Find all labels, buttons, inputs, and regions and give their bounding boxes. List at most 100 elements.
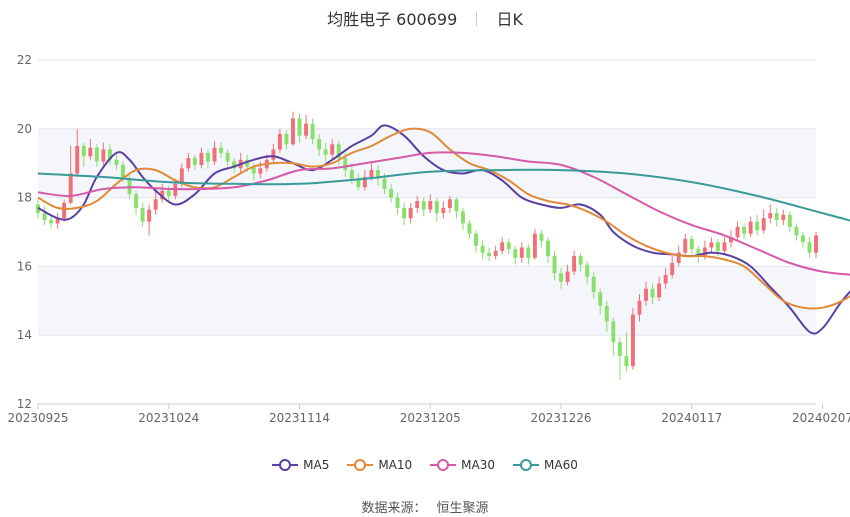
candle-body — [650, 288, 655, 298]
legend-label: MA10 — [378, 458, 413, 472]
source-label: 数据来源： — [361, 501, 427, 516]
candle-body — [310, 123, 315, 140]
candle-body — [232, 161, 237, 169]
legend-item-ma10[interactable]: MA10 — [347, 458, 412, 472]
candle-body — [591, 276, 596, 293]
candle-body — [49, 219, 54, 224]
candle-body — [395, 197, 400, 208]
candle-body — [807, 242, 812, 253]
candle-body — [676, 252, 681, 263]
candle-body — [506, 242, 511, 250]
ma-line-ma5 — [37, 124, 850, 335]
candle-body — [114, 159, 119, 165]
candle-body — [330, 144, 335, 155]
candle-body — [774, 213, 779, 220]
candle-body — [107, 149, 112, 160]
candle-body — [441, 207, 446, 214]
candle-body — [225, 152, 230, 162]
legend-marker-icon — [347, 459, 374, 471]
candle-body — [258, 168, 263, 174]
candle-body — [62, 202, 67, 219]
candle-body — [94, 147, 99, 162]
candle-body — [670, 262, 675, 275]
legend-item-ma30[interactable]: MA30 — [430, 458, 495, 472]
candle-body — [794, 226, 799, 236]
candle-body — [362, 176, 367, 188]
y-tick-label: 12 — [17, 397, 32, 411]
candle-body — [519, 247, 524, 258]
candle-body — [787, 214, 792, 227]
candle-body — [598, 292, 603, 306]
x-tick-label: 20240207 — [792, 411, 850, 425]
candle-body — [552, 256, 557, 274]
y-tick-label: 20 — [17, 122, 32, 136]
candle-body — [761, 218, 766, 231]
candle-body — [88, 147, 93, 157]
candle-body — [199, 152, 204, 165]
chart-legend: MA5 MA10 MA30 MA60 — [0, 458, 850, 472]
candle-body — [317, 139, 322, 150]
candle-body — [617, 342, 622, 356]
candle-body — [657, 283, 662, 298]
candle-body — [140, 207, 145, 222]
candle-body — [421, 201, 426, 210]
candle-body — [742, 226, 747, 234]
candle-body — [166, 190, 171, 196]
chart-title: 均胜电子 600699 日K — [0, 6, 850, 30]
candle-body — [814, 235, 818, 253]
candle-body — [722, 242, 727, 251]
legend-item-ma60[interactable]: MA60 — [513, 458, 578, 472]
candle-body — [55, 218, 60, 224]
kline-chart[interactable]: 12 14 16 18 20 22 20230925 20231024 20231114 2023… — [0, 0, 850, 440]
candle-body — [277, 133, 282, 150]
candle-body — [565, 271, 570, 282]
y-tick-label: 18 — [17, 191, 32, 205]
candle-body — [147, 209, 152, 222]
candle-body — [480, 245, 485, 253]
candle-body — [323, 149, 328, 155]
candle-body — [545, 240, 550, 257]
candle-body — [487, 252, 492, 257]
candle-body — [271, 149, 276, 160]
candle-body — [454, 199, 459, 212]
candle-body — [735, 226, 740, 238]
x-tick-label: 20230925 — [7, 411, 68, 425]
candle-body — [245, 159, 250, 167]
candle-body — [696, 249, 701, 257]
candle-body — [179, 168, 184, 184]
candle-body — [428, 201, 433, 210]
candle-body — [604, 305, 609, 322]
candle-body — [689, 238, 694, 250]
candle-body — [206, 152, 210, 162]
candle-body — [349, 170, 354, 179]
candle-body — [585, 264, 590, 277]
candle-body — [376, 170, 380, 179]
stock-name: 均胜电子 — [327, 10, 392, 29]
candle-body — [212, 147, 217, 162]
candle-body — [578, 256, 583, 265]
candle-body — [291, 118, 295, 145]
candle-body — [715, 242, 720, 251]
candle-body — [539, 233, 544, 241]
candle-body — [434, 201, 439, 214]
legend-label: MA30 — [461, 458, 496, 472]
candle-body — [611, 321, 616, 343]
candle-body — [467, 223, 472, 234]
title-separator — [476, 12, 478, 26]
candle-body — [526, 247, 531, 258]
candle-body — [369, 170, 374, 177]
grid-band — [38, 128, 816, 198]
candle-body — [630, 314, 635, 367]
period-label: 日K — [496, 10, 523, 29]
candle-body — [800, 235, 805, 243]
candle-body — [748, 221, 753, 234]
y-tick-label: 14 — [17, 328, 32, 342]
x-tick-label: 20231205 — [400, 411, 461, 425]
legend-item-ma5[interactable]: MA5 — [272, 458, 329, 472]
candle-body — [186, 158, 191, 169]
candle-body — [101, 149, 106, 162]
candle-body — [781, 214, 786, 220]
legend-label: MA5 — [303, 458, 330, 472]
candle-body — [624, 355, 629, 367]
x-tick-label: 20231226 — [530, 411, 591, 425]
